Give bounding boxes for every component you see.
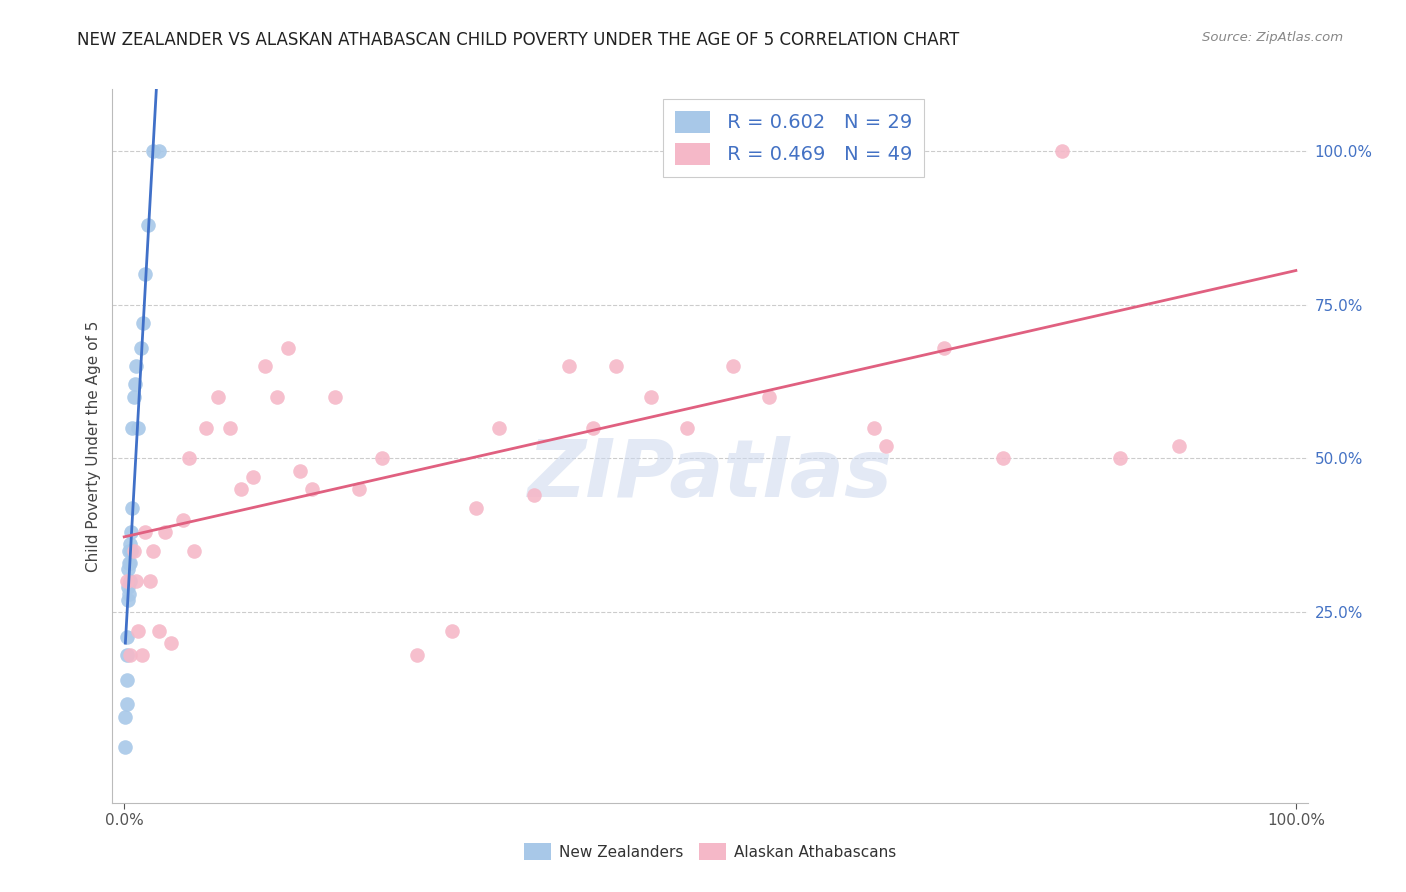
Point xyxy=(127,420,149,434)
Point xyxy=(122,390,145,404)
Point xyxy=(132,316,155,330)
Point xyxy=(148,144,170,158)
Point xyxy=(1109,451,1132,466)
Point xyxy=(371,451,394,466)
Point xyxy=(347,482,370,496)
Point xyxy=(523,488,546,502)
Point xyxy=(183,543,205,558)
Point xyxy=(723,359,745,373)
Point xyxy=(160,636,183,650)
Point xyxy=(120,543,142,558)
Point xyxy=(120,574,141,589)
Point xyxy=(231,482,253,496)
Point xyxy=(155,525,177,540)
Text: Source: ZipAtlas.com: Source: ZipAtlas.com xyxy=(1202,31,1343,45)
Point xyxy=(148,624,170,638)
Point xyxy=(177,451,200,466)
Point xyxy=(207,390,229,404)
Point xyxy=(640,390,662,404)
Point xyxy=(117,562,139,576)
Point xyxy=(117,592,139,607)
Point xyxy=(266,390,288,404)
Point xyxy=(172,513,194,527)
Point xyxy=(195,420,218,434)
Point xyxy=(136,218,159,232)
Point xyxy=(115,648,138,662)
Point xyxy=(1167,439,1189,453)
Point xyxy=(218,420,240,434)
Point xyxy=(875,439,897,453)
Point xyxy=(115,574,138,589)
Point xyxy=(118,556,141,570)
Point xyxy=(115,673,138,687)
Text: ZIPatlas: ZIPatlas xyxy=(527,435,893,514)
Point xyxy=(406,648,429,662)
Point xyxy=(120,525,142,540)
Point xyxy=(699,144,721,158)
Point xyxy=(441,624,464,638)
Point xyxy=(675,420,697,434)
Point xyxy=(934,341,956,355)
Point xyxy=(114,740,136,755)
Point xyxy=(120,648,141,662)
Point xyxy=(464,500,486,515)
Y-axis label: Child Poverty Under the Age of 5: Child Poverty Under the Age of 5 xyxy=(86,320,101,572)
Point xyxy=(115,698,138,712)
Point xyxy=(253,359,276,373)
Point xyxy=(991,451,1014,466)
Text: NEW ZEALANDER VS ALASKAN ATHABASCAN CHILD POVERTY UNDER THE AGE OF 5 CORRELATION: NEW ZEALANDER VS ALASKAN ATHABASCAN CHIL… xyxy=(77,31,959,49)
Point xyxy=(120,556,141,570)
Point xyxy=(118,587,141,601)
Point xyxy=(1050,144,1073,158)
Point xyxy=(863,420,886,434)
Point xyxy=(139,574,162,589)
Point xyxy=(125,574,148,589)
Legend: New Zealanders, Alaskan Athabascans: New Zealanders, Alaskan Athabascans xyxy=(517,837,903,866)
Point xyxy=(242,469,264,483)
Point xyxy=(122,543,145,558)
Point xyxy=(605,359,627,373)
Point xyxy=(117,581,139,595)
Point xyxy=(118,543,141,558)
Point xyxy=(488,420,510,434)
Point xyxy=(288,464,311,478)
Point xyxy=(134,267,156,281)
Point xyxy=(582,420,605,434)
Point xyxy=(121,500,143,515)
Point xyxy=(301,482,323,496)
Point xyxy=(134,525,156,540)
Point xyxy=(142,543,165,558)
Point xyxy=(120,537,141,551)
Point xyxy=(127,624,149,638)
Point xyxy=(125,359,148,373)
Point xyxy=(323,390,346,404)
Point xyxy=(121,420,143,434)
Point xyxy=(758,390,780,404)
Point xyxy=(115,630,138,644)
Point xyxy=(114,709,136,723)
Point xyxy=(124,377,146,392)
Point xyxy=(815,144,838,158)
Point xyxy=(131,648,153,662)
Point xyxy=(277,341,299,355)
Point xyxy=(558,359,581,373)
Point xyxy=(142,144,165,158)
Point xyxy=(129,341,152,355)
